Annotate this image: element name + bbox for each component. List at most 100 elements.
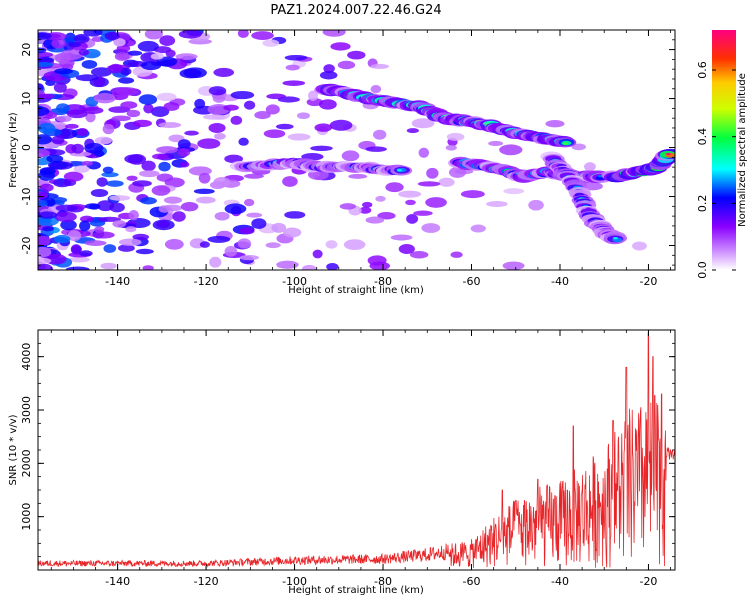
snr-y-axis-label: SNR (10 * v/v) [8, 414, 19, 485]
heatmap-noise-blob [51, 135, 65, 145]
heatmap-noise-blob [115, 87, 139, 96]
heatmap-noise-blob [163, 102, 180, 111]
snr-x-axis-label: Height of straight line (km) [288, 585, 424, 596]
heatmap-noise-blob [358, 206, 372, 214]
snr-y-tick-label: 4000 [20, 343, 33, 371]
spectrogram-x-tick-label: -80 [374, 275, 392, 288]
heatmap-noise-blob [375, 195, 386, 202]
heatmap-noise-blob [584, 162, 596, 172]
heatmap-noise-blob [318, 99, 337, 110]
spectrogram-y-axis-label: Frequency (Hz) [8, 112, 19, 188]
heatmap-noise-blob [56, 103, 70, 113]
snr-x-tick-label: -40 [551, 575, 569, 588]
heatmap-noise-blob [113, 38, 126, 47]
heatmap-noise-blob [237, 238, 252, 249]
heatmap-noise-blob [406, 128, 419, 134]
heatmap-noise-blob [230, 115, 243, 125]
heatmap-noise-blob [42, 226, 55, 232]
heatmap-noise-blob [38, 47, 47, 54]
heatmap-noise-blob [223, 104, 239, 111]
heatmap-noise-blob [246, 212, 263, 218]
heatmap-noise-blob [38, 263, 54, 270]
heatmap-noise-blob [54, 68, 73, 75]
figure-title: PAZ1.2024.007.22.46.G24 [270, 3, 441, 18]
spectrogram-y-tick-label: -10 [20, 188, 33, 206]
heatmap-noise-blob [109, 195, 131, 201]
heatmap-noise-blob [78, 48, 90, 56]
heatmap-noise-blob [276, 260, 299, 269]
heatmap-noise-blob [84, 240, 107, 246]
heatmap-noise-blob [177, 148, 191, 157]
spectrogram-y-ticks: -20 -10 0 10 20 [20, 29, 675, 266]
heatmap-noise-blob [93, 93, 116, 104]
heatmap-noise-blob [409, 250, 429, 259]
heatmap-noise-blob [140, 61, 162, 71]
heatmap-noise-blob [398, 244, 415, 254]
heatmap-noise-blob [116, 44, 131, 53]
heatmap-noise-blob [208, 122, 226, 133]
heatmap-noise-blob [150, 53, 164, 60]
heatmap-noise-blob [138, 94, 158, 105]
heatmap-noise-blob [319, 70, 338, 80]
heatmap-noise-blob [100, 262, 117, 270]
heatmap-noise-blob [66, 109, 88, 119]
heatmap-noise-blob [499, 144, 523, 156]
heatmap-noise-blob [74, 33, 90, 44]
heatmap-noise-blob [175, 53, 198, 61]
heatmap-noise-blob [488, 140, 504, 147]
heatmap-noise-blob [46, 154, 64, 163]
heatmap-ridge-cell [665, 152, 671, 156]
heatmap-noise-blob [141, 160, 156, 172]
heatmap-noise-blob [198, 172, 211, 184]
snr-x-tick-label: -100 [282, 575, 307, 588]
heatmap-noise-blob [76, 127, 89, 137]
heatmap-noise-blob [202, 114, 226, 120]
snr-y-tick-label: 1000 [20, 503, 33, 531]
heatmap-noise-blob [365, 146, 387, 152]
heatmap-noise-blob [326, 263, 339, 270]
snr-y-ticks: 1000 2000 3000 4000 [20, 329, 675, 571]
heatmap-noise-blob [104, 31, 120, 41]
heatmap-noise-blob [38, 211, 58, 219]
heatmap-noise-blob [377, 211, 396, 220]
heatmap-noise-blob [85, 203, 101, 210]
spectrogram-x-tick-label: -60 [463, 275, 481, 288]
heatmap-noise-blob [111, 115, 131, 122]
heatmap-noise-blob [92, 231, 115, 239]
heatmap-noise-blob [83, 30, 103, 37]
heatmap-noise-blob [91, 67, 113, 77]
heatmap-noise-blob [347, 50, 366, 60]
heatmap-noise-blob [114, 51, 130, 61]
heatmap-ridge-cell [597, 174, 603, 178]
heatmap-noise-blob [239, 227, 255, 235]
heatmap-noise-blob [132, 180, 152, 187]
heatmap-noise-blob [44, 198, 56, 207]
heatmap-noise-blob [528, 199, 544, 211]
heatmap-noise-blob [38, 134, 53, 145]
heatmap-noise-blob [127, 50, 143, 56]
heatmap-noise-blob [282, 80, 306, 86]
heatmap-noise-blob [243, 173, 264, 179]
spectrogram-y-tick-label: 0 [20, 144, 33, 151]
heatmap-noise-blob [135, 248, 154, 255]
heatmap-noise-blob [128, 210, 139, 221]
heatmap-noise-blob [367, 255, 387, 266]
heatmap-ridge-cell [612, 236, 618, 240]
heatmap-noise-blob [142, 265, 154, 270]
heatmap-noise-blob [38, 93, 55, 99]
heatmap-noise-blob [325, 240, 338, 249]
heatmap-noise-blob [329, 119, 353, 131]
heatmap-noise-blob [73, 165, 90, 173]
heatmap-noise-blob [120, 67, 132, 76]
heatmap-noise-blob [81, 160, 93, 166]
heatmap-noise-blob [224, 246, 238, 257]
heatmap-noise-blob [118, 77, 135, 84]
heatmap-noise-blob [199, 241, 210, 248]
snr-x-tick-label: -60 [463, 575, 481, 588]
heatmap-noise-blob [438, 177, 455, 187]
heatmap-noise-blob [322, 30, 346, 37]
heatmap-noise-blob [224, 203, 247, 215]
heatmap-noise-blob [55, 204, 78, 212]
heatmap-noise-blob [446, 132, 465, 141]
